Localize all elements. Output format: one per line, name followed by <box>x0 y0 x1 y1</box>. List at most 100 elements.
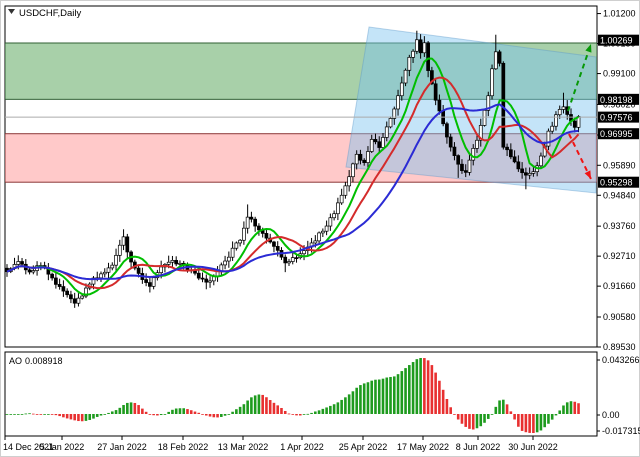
price-tag-label: 0.95298 <box>600 178 633 188</box>
ao-bar <box>174 408 178 414</box>
candle-body <box>539 155 543 167</box>
candle-body <box>166 261 171 265</box>
ao-bar <box>189 410 193 414</box>
ao-bar <box>392 376 396 414</box>
candle-body <box>520 168 524 174</box>
ao-bar <box>265 397 268 414</box>
slow-ma <box>6 103 579 281</box>
ao-bar <box>182 408 186 414</box>
ao-bar <box>35 414 39 415</box>
ao-bar <box>490 414 494 415</box>
candle-body <box>196 272 201 279</box>
candle-body <box>320 230 325 234</box>
ao-bar <box>13 414 16 415</box>
candle-body <box>411 50 415 58</box>
candle-body <box>125 236 130 253</box>
ao-bar <box>550 414 554 420</box>
candle-body <box>223 260 227 266</box>
ao-bar <box>163 414 167 415</box>
date-tick-label: 18 Feb 2022 <box>158 442 209 452</box>
ao-bar <box>539 414 543 431</box>
ao-bar <box>569 401 573 414</box>
ao-bar <box>272 402 276 414</box>
ao-bar <box>381 378 385 414</box>
candle-body <box>226 256 231 262</box>
candle-body <box>467 159 472 173</box>
candle-body <box>72 298 77 304</box>
candle-body <box>384 126 389 138</box>
candle-body <box>426 42 430 71</box>
ao-bar <box>344 397 347 414</box>
candle-body <box>422 42 427 54</box>
main-plot[interactable]: USDCHF,Daily <box>4 5 598 348</box>
price-tag <box>598 111 639 123</box>
ao-bar <box>220 414 223 417</box>
ao-bar <box>9 414 13 415</box>
candle-body <box>366 151 370 163</box>
ao-bar <box>201 414 204 415</box>
price-tick-label: 1.01200 <box>603 9 636 19</box>
ao-bar <box>80 414 84 422</box>
ao-bar <box>355 387 358 414</box>
candle-body <box>561 106 566 110</box>
ao-bar <box>88 414 92 420</box>
ao-bar <box>520 414 524 431</box>
candle-body <box>527 172 532 176</box>
candle-body <box>332 213 336 219</box>
price-tick-label: 0.94840 <box>603 190 636 200</box>
candle-body <box>121 236 126 246</box>
medium-ma <box>6 76 580 290</box>
ao-bar <box>280 407 283 414</box>
candle-body <box>471 148 476 161</box>
ao-bar <box>528 414 531 433</box>
ao-bar <box>246 400 249 414</box>
candle-body <box>204 278 209 283</box>
ao-bar <box>460 414 464 424</box>
candle-body <box>16 261 21 265</box>
ao-bar <box>65 414 69 419</box>
ao-bar <box>95 414 99 417</box>
candle-body <box>490 68 494 97</box>
date-tick-label: 8 Jun 2022 <box>456 442 501 452</box>
ao-bar <box>84 414 88 421</box>
ao-bar <box>16 414 20 415</box>
candle-body <box>501 62 506 148</box>
candle-body <box>275 246 280 251</box>
ao-bar <box>321 408 325 414</box>
ao-scale: 0.043266 0.00 -0.017315 <box>597 355 640 436</box>
candle-body <box>475 139 479 149</box>
ao-bar <box>257 394 261 414</box>
ao-bar <box>178 408 182 414</box>
candle-body <box>65 290 70 296</box>
candle-body <box>151 277 156 287</box>
ao-bar <box>483 414 486 423</box>
candle-body <box>508 149 513 158</box>
ao-title: AO <box>9 356 22 366</box>
candle-body <box>178 262 182 265</box>
price-tag <box>598 93 639 105</box>
ao-bar <box>28 413 31 415</box>
ao-bar <box>479 414 483 427</box>
ao-bar <box>430 365 434 414</box>
ao-bar <box>47 414 50 415</box>
candle-body <box>493 51 498 70</box>
bearish-projection-head <box>584 170 591 179</box>
symbol-dropdown-icon[interactable] <box>8 9 15 14</box>
ao-bar <box>107 412 110 414</box>
ao-bar <box>317 410 321 414</box>
candle-body <box>576 116 581 128</box>
candle-body <box>61 286 66 292</box>
ao-bar <box>554 414 558 416</box>
ao-bar <box>306 413 310 415</box>
candle-body <box>302 250 306 255</box>
candle-body <box>283 256 288 264</box>
ao-bar <box>547 414 550 424</box>
ao-bar <box>287 413 291 415</box>
candle-body <box>102 271 107 275</box>
ao-panel[interactable]: AO 0.008918 0.043266 0.00 -0.017315 <box>4 351 640 437</box>
ao-bar <box>197 412 201 414</box>
date-tick-label: 25 Apr 2022 <box>339 442 388 452</box>
candle-body <box>396 95 400 110</box>
ao-bar <box>351 391 355 414</box>
